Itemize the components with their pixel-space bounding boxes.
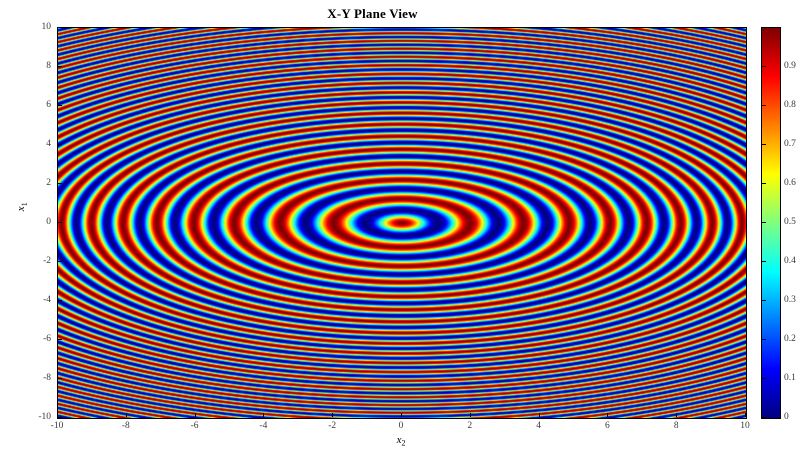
y-tick-mark [58,183,62,184]
colorbar-tick-label: 0 [784,412,789,422]
colorbar-tick-mark [762,417,766,418]
colorbar-tick-label: 0.7 [784,139,796,149]
x-tick-mark [263,413,264,417]
x-tick-label: -2 [328,421,337,431]
x-tick-label: 0 [398,421,404,431]
y-tick-label: 2 [46,178,51,188]
y-tick-label: -6 [43,334,51,344]
x-tick-mark [607,413,608,417]
x-tick-mark [539,413,540,417]
colorbar-tick-mark [762,300,766,301]
y-axis-label-base: x [15,206,28,212]
x-tick-mark [126,413,127,417]
y-tick-label: -4 [43,295,51,305]
y-tick-mark [58,261,62,262]
y-tick-label: 6 [46,100,51,110]
y-tick-mark [58,105,62,106]
colorbar-tick-label: 0.3 [784,295,796,305]
colorbar[interactable] [761,27,781,419]
x-tick-label: 6 [605,421,610,431]
y-tick-mark [58,339,62,340]
y-tick-mark [58,66,62,67]
colorbar-tick-label: 0.1 [784,373,796,383]
y-tick-label: 8 [46,61,51,71]
colorbar-tick-label: 0.4 [784,256,796,266]
x-axis-label-base: x [396,434,402,446]
colorbar-tick-label: 0.8 [784,100,796,110]
colorbar-tick-mark [762,378,766,379]
y-tick-label: 10 [41,22,52,32]
colorbar-tick-mark [762,222,766,223]
colorbar-gradient [762,28,780,418]
x-tick-mark [676,413,677,417]
y-tick-mark [58,417,62,418]
colorbar-tick-mark [762,66,766,67]
colorbar-tick-mark [762,144,766,145]
x-tick-mark [745,413,746,417]
y-tick-mark [58,378,62,379]
x-tick-label: 2 [467,421,473,431]
y-tick-label: -8 [43,373,51,383]
colorbar-tick-mark [762,339,766,340]
y-tick-mark [58,144,62,145]
colorbar-tick-mark [762,261,766,262]
heatmap-axes[interactable] [57,27,747,419]
x-tick-mark [401,413,402,417]
heatmap-image [58,28,746,418]
x-axis-label-subscript: 2 [401,438,406,448]
x-tick-label: 10 [740,421,750,431]
x-tick-label: 8 [673,421,679,431]
x-tick-label: -10 [50,421,64,431]
y-axis-label-subscript: 1 [19,202,29,207]
x-tick-mark [470,413,471,417]
y-tick-label: -10 [38,412,51,422]
y-tick-mark [58,300,62,301]
x-tick-label: 4 [536,421,541,431]
y-tick-label: -2 [43,256,51,266]
colorbar-tick-label: 0.9 [784,61,796,71]
colorbar-tick-label: 0.6 [784,178,796,188]
x-tick-mark [332,413,333,417]
colorbar-tick-label: 0.5 [784,217,796,227]
y-tick-mark [58,27,62,28]
y-tick-mark [58,222,62,223]
x-tick-label: -8 [121,421,130,431]
colorbar-tick-mark [762,183,766,184]
x-axis-label: x2 [57,434,745,448]
x-tick-mark [195,413,196,417]
y-tick-label: 0 [46,217,51,227]
x-tick-label: -4 [259,421,268,431]
x-tick-mark [57,413,58,417]
x-tick-label: -6 [190,421,199,431]
y-tick-label: 4 [46,139,51,149]
colorbar-tick-mark [762,105,766,106]
colorbar-tick-label: 0.2 [784,334,796,344]
page-title: X-Y Plane View [327,6,418,21]
